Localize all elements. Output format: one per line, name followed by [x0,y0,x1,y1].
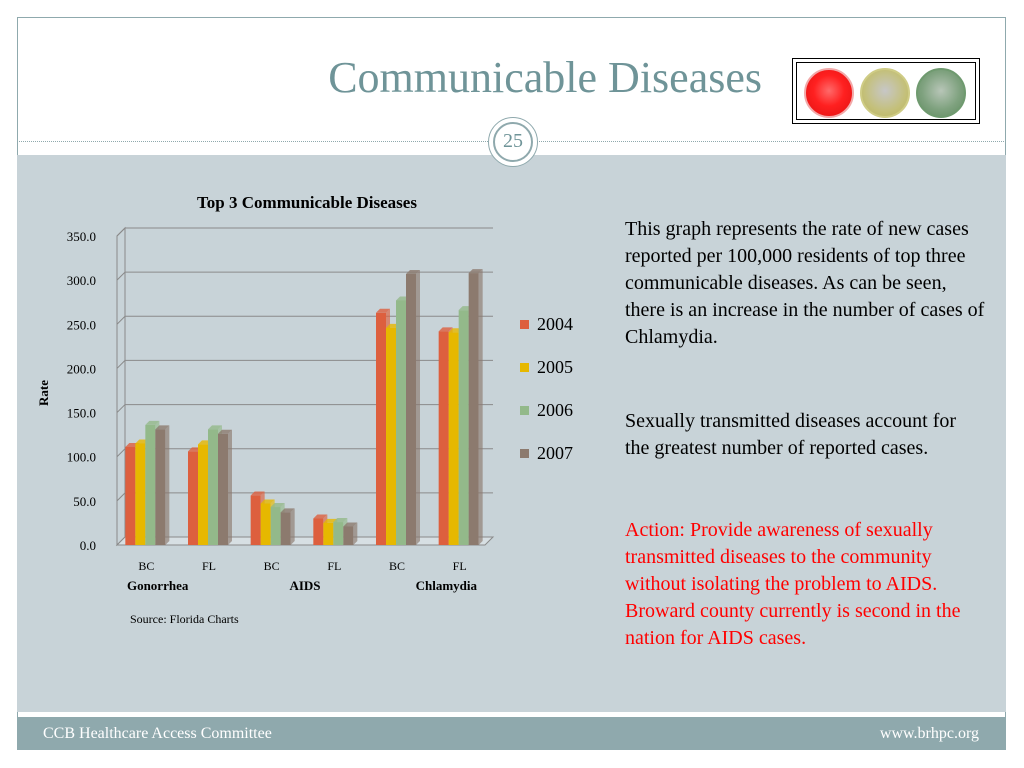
legend-swatch [520,406,529,415]
y-tick-label: 150.0 [67,406,96,421]
group-label: Chlamydia [416,578,478,593]
bar [438,331,449,545]
yellow-light-icon [860,68,910,118]
bar-top [438,327,453,332]
y-axis-label: Rate [36,380,51,406]
x-tick-label: BC [389,559,405,573]
std-paragraph: Sexually transmitted diseases account fo… [625,410,957,459]
bar [396,300,406,545]
bar [386,327,396,545]
footer-website[interactable]: www.brhpc.org [879,725,979,742]
x-tick-label: BC [264,559,280,573]
description-paragraph: This graph represents the rate of new ca… [625,218,985,348]
x-tick-label: FL [453,559,467,573]
bar [125,447,136,545]
legend-swatch [520,449,529,458]
bar [458,310,469,545]
y-gridline [116,492,493,502]
y-tick-label: 300.0 [67,273,96,288]
bar-top [406,269,420,274]
bar [376,312,386,545]
legend-label: 2007 [537,443,573,463]
y-tick-label: 0.0 [80,538,96,553]
x-tick-label: FL [327,559,341,573]
chart-floor [115,536,495,546]
x-tick-label: BC [138,559,154,573]
y-gridline [116,359,493,369]
y-tick-label: 200.0 [67,361,96,376]
bar [448,332,459,545]
y-gridline [116,315,493,325]
source-note: Source: Florida Charts [130,612,239,626]
bar-top [333,518,348,523]
green-light-icon [916,68,966,118]
page-number: 25 [493,122,533,162]
bar [343,526,354,545]
bar [468,273,479,545]
bar [260,503,271,545]
legend-swatch [520,363,529,372]
traffic-light [792,58,980,124]
bar [208,429,218,545]
bar-side [416,269,420,545]
bar-top [250,491,265,496]
y-tick-label: 50.0 [73,494,96,509]
y-gridline [116,448,493,458]
bar-top [468,269,483,274]
legend-label: 2006 [537,400,573,420]
bar [280,512,291,545]
bar-top [260,499,275,504]
bar [250,495,261,545]
legend-swatch [520,320,529,329]
bar-side [165,425,170,545]
y-tick-label: 250.0 [67,317,96,332]
action-paragraph: Action: Provide awareness of sexually tr… [625,519,961,649]
bar-side [478,269,483,545]
bar-top [313,514,328,519]
content-panel [17,155,1006,712]
bar-top [155,425,170,430]
legend-label: 2004 [537,314,573,334]
bar-top [218,429,232,434]
chart-title: Top 3 Communicable Diseases [197,193,417,212]
legend-label: 2005 [537,357,573,377]
bar [270,507,281,545]
page-title: Communicable Diseases [328,53,762,102]
red-light-icon [804,68,854,118]
group-label: Gonorrhea [127,578,189,593]
bar [406,273,416,545]
y-gridline [116,271,493,281]
x-tick-label: FL [202,559,216,573]
bar [313,518,324,545]
bar-side [290,508,295,545]
bar-top [343,522,358,527]
bar-top [376,308,390,313]
bar-top [208,425,222,430]
bar [145,424,156,545]
footer-bar: CCB Healthcare Access Committee www.brhp… [17,717,1006,750]
bar [188,451,198,545]
bar-top [280,508,295,513]
bar-top [270,503,285,508]
footer-committee: CCB Healthcare Access Committee [43,725,272,742]
page-number-badge: 25 [488,117,538,167]
bar-top [145,420,160,425]
traffic-light-frame [796,62,976,120]
bar [135,443,146,545]
y-gridline [116,404,493,413]
group-label: AIDS [289,578,320,593]
y-tick-label: 100.0 [67,450,96,465]
bar [323,522,334,545]
bar-side [353,522,358,545]
bar [218,433,228,545]
y-tick-label: 350.0 [67,229,96,244]
bar [155,429,166,545]
y-gridline [116,227,493,237]
bar-side [228,429,232,545]
bar [198,444,208,545]
bar [333,522,344,545]
